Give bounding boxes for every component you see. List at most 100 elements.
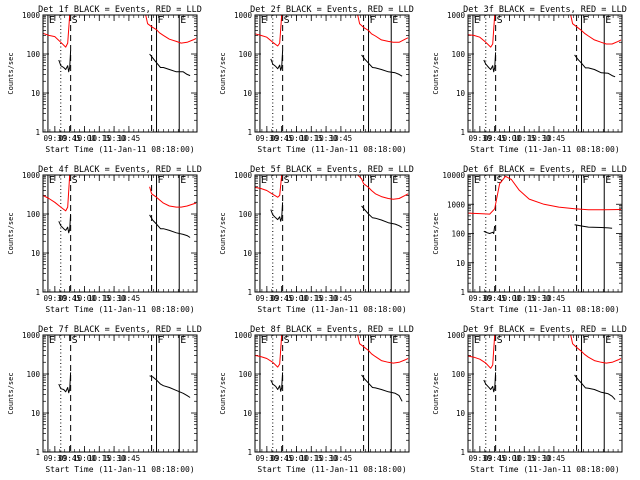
events-series-line — [149, 214, 191, 238]
x-tick-label: 09:45 — [483, 454, 506, 463]
marker-label: E — [49, 175, 55, 186]
y-tick-label: 1 — [460, 288, 465, 297]
detector-panel-1: Det 1f BLACK = Events, RED = LLD Counts/s… — [7, 5, 202, 154]
events-series-line — [58, 50, 72, 73]
x-tick-label: 10:00 — [498, 134, 521, 143]
x-tick-label: 10:00 — [73, 454, 96, 463]
marker-label: E — [474, 15, 480, 26]
y-tick-label: 1000 — [447, 11, 466, 20]
events-series-line — [361, 205, 403, 228]
marker-label: S — [72, 335, 78, 346]
x-tick-label: 10:15 — [88, 134, 111, 143]
x-tick-label: 10:45 — [118, 134, 141, 143]
events-series-line — [270, 202, 284, 222]
x-tick-label: 10:45 — [543, 134, 566, 143]
marker-label: E — [261, 335, 267, 346]
y-tick-label: 100 — [238, 50, 252, 59]
y-tick-label: 1000 — [234, 331, 253, 340]
marker-label: F — [583, 335, 589, 346]
lld-series-line — [42, 14, 71, 48]
detector-panel-9: Det 9f BLACK = Events, RED = LLD Counts/s… — [432, 325, 627, 474]
marker-label: S — [497, 175, 503, 186]
lld-series-line — [42, 174, 71, 212]
x-tick-label: 10:00 — [285, 294, 308, 303]
plot-frame — [467, 174, 623, 293]
x-axis-label: Start Time (11-Jan-11 08:18:00) — [45, 305, 194, 314]
marker-label: E — [49, 15, 55, 26]
y-tick-label: 100 — [26, 370, 40, 379]
events-series-line — [574, 54, 616, 78]
x-tick-label: 10:15 — [300, 454, 323, 463]
x-tick-label: 09:45 — [483, 294, 506, 303]
y-axis-label: Counts/sec — [7, 52, 15, 94]
x-axis-label: Start Time (11-Jan-11 08:18:00) — [257, 305, 406, 314]
lld-series-line — [149, 186, 197, 208]
events-series-line — [149, 53, 191, 77]
plot-frame — [42, 14, 198, 133]
x-tick-label: 10:00 — [498, 294, 521, 303]
plot-frame — [467, 334, 623, 453]
events-series-line — [361, 54, 403, 77]
y-axis-label: Counts/sec — [432, 52, 440, 94]
y-tick-label: 10 — [456, 89, 466, 98]
marker-label: S — [497, 15, 503, 26]
detector-panel-7: Det 7f BLACK = Events, RED = LLD Counts/s… — [7, 325, 202, 474]
plot-frame — [254, 174, 410, 293]
y-tick-label: 1 — [247, 448, 252, 457]
y-tick-label: 10 — [243, 249, 253, 258]
x-tick-label: 09:30 — [44, 294, 67, 303]
events-series-line — [149, 375, 191, 398]
x-tick-label: 10:15 — [88, 454, 111, 463]
y-axis-label: Counts/sec — [219, 372, 227, 414]
x-axis-label: Start Time (11-Jan-11 08:18:00) — [45, 145, 194, 154]
x-tick-label: 09:45 — [270, 454, 293, 463]
x-axis-label: Start Time (11-Jan-11 08:18:00) — [45, 465, 194, 474]
lld-series-line — [357, 174, 409, 200]
x-tick-label: 10:30 — [528, 294, 551, 303]
x-tick-label: 10:45 — [330, 454, 353, 463]
marker-label: F — [158, 15, 164, 26]
x-tick-label: 09:30 — [256, 454, 279, 463]
y-tick-label: 10 — [243, 89, 253, 98]
marker-label: E — [261, 175, 267, 186]
plot-frame — [42, 334, 198, 453]
x-axis-label: Start Time (11-Jan-11 08:18:00) — [470, 145, 619, 154]
lld-series-line — [467, 14, 496, 48]
panel-title: Det 5f BLACK = Events, RED = LLD — [250, 165, 414, 175]
marker-label: E — [261, 15, 267, 26]
y-axis-label: Counts/sec — [432, 212, 440, 254]
x-tick-label: 09:30 — [469, 454, 492, 463]
y-tick-label: 100 — [238, 210, 252, 219]
y-axis-label: Counts/sec — [432, 372, 440, 414]
events-series-line — [270, 372, 284, 392]
lld-series-line — [467, 334, 496, 369]
panel-title: Det 7f BLACK = Events, RED = LLD — [38, 325, 202, 335]
x-axis-label: Start Time (11-Jan-11 08:18:00) — [257, 465, 406, 474]
lld-series-line — [357, 334, 409, 364]
y-tick-label: 1 — [35, 128, 40, 137]
y-tick-label: 1000 — [22, 171, 41, 180]
events-series-line — [574, 374, 616, 400]
y-tick-label: 100 — [451, 50, 465, 59]
events-series-line — [483, 52, 497, 73]
x-tick-label: 10:15 — [300, 294, 323, 303]
marker-label: E — [180, 335, 186, 346]
x-tick-label: 10:30 — [315, 134, 338, 143]
plot-frame — [254, 14, 410, 133]
panel-title: Det 2f BLACK = Events, RED = LLD — [250, 5, 414, 15]
lld-series-line — [357, 14, 409, 43]
events-series-line — [483, 372, 497, 393]
x-tick-label: 10:15 — [513, 134, 536, 143]
x-tick-label: 10:15 — [300, 134, 323, 143]
y-tick-label: 100 — [26, 50, 40, 59]
events-series-line — [483, 225, 496, 234]
y-tick-label: 100 — [451, 370, 465, 379]
x-tick-label: 10:00 — [285, 134, 308, 143]
y-tick-label: 1 — [247, 288, 252, 297]
marker-label: E — [474, 335, 480, 346]
detector-panel-8: Det 8f BLACK = Events, RED = LLD Counts/s… — [219, 325, 414, 474]
x-tick-label: 10:30 — [315, 454, 338, 463]
plot-frame — [42, 174, 198, 293]
marker-label: E — [605, 335, 611, 346]
x-axis-label: Start Time (11-Jan-11 08:18:00) — [257, 145, 406, 154]
